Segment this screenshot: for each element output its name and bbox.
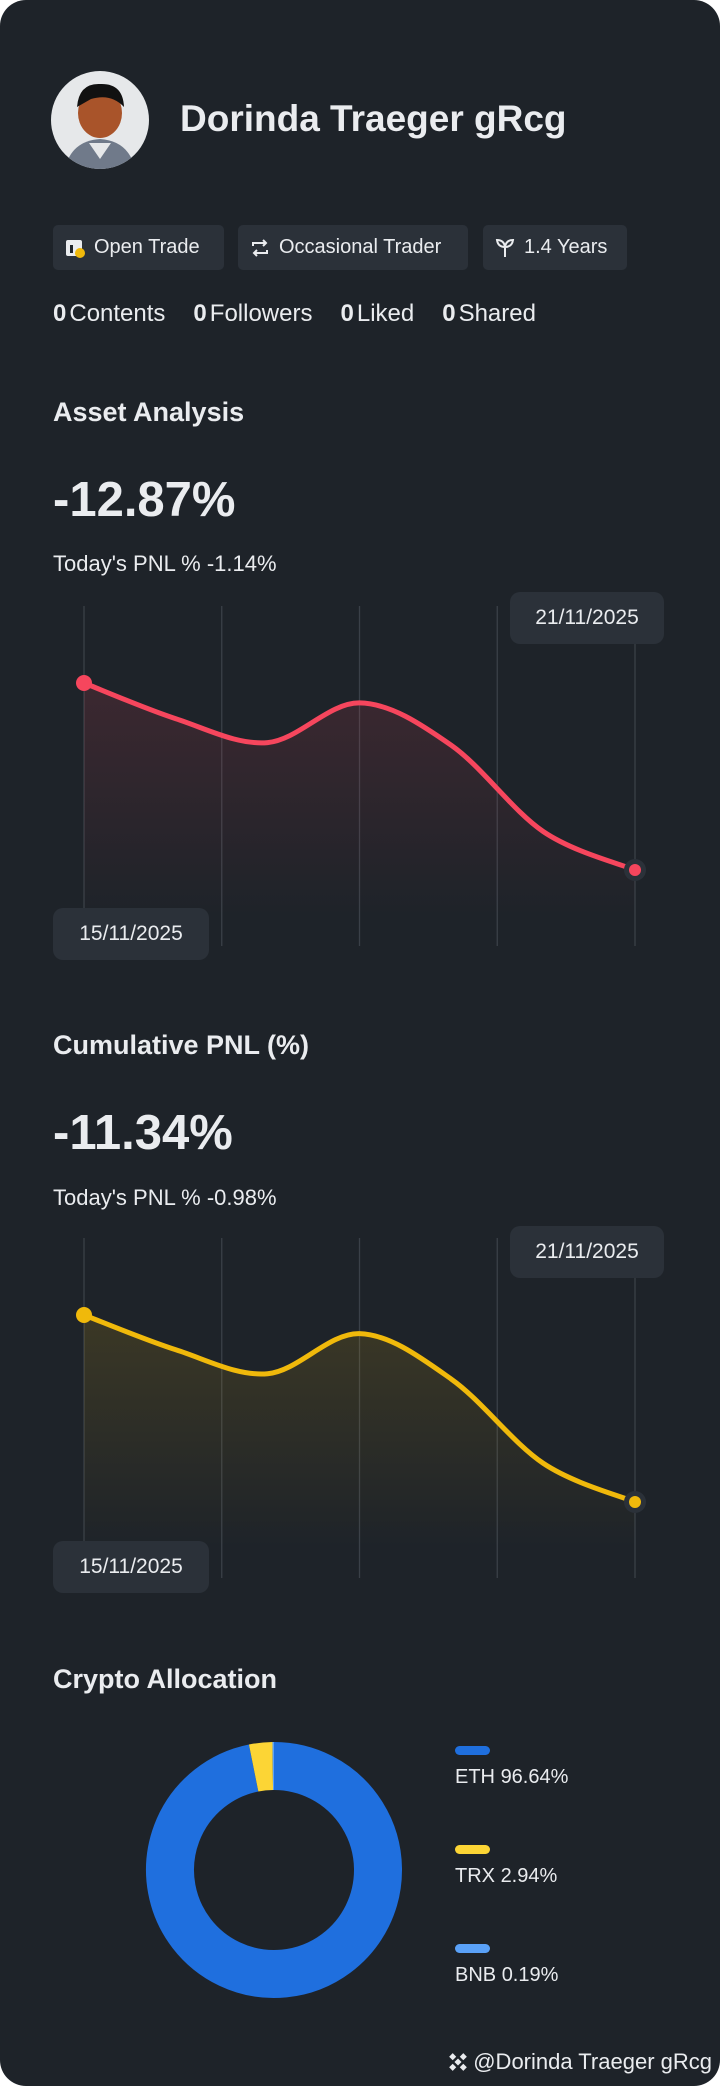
stat: 0 Contents	[53, 300, 165, 328]
donut-slice	[146, 1742, 402, 1998]
big-value: -11.34%	[53, 1106, 233, 1160]
area	[84, 1315, 635, 1548]
stat: 0 Liked	[340, 300, 414, 328]
stat: 0 Followers	[193, 300, 312, 328]
today-value: -1.14%	[206, 551, 277, 576]
legend-swatch	[455, 1944, 490, 1953]
user-name: Dorinda Traeger gRcg	[180, 98, 567, 139]
donut-slice	[248, 1742, 274, 1792]
footer-text: @Dorinda Traeger gRcg	[473, 2049, 712, 2074]
tag-icon	[495, 238, 515, 257]
legend-label: BNB	[455, 1964, 497, 1986]
legend-label: ETH	[455, 1766, 495, 1788]
area	[84, 683, 635, 916]
stats-row: 0 Contents 0 Followers 0 Liked 0 Shared	[53, 300, 536, 328]
legend-value: 0.19%	[501, 1964, 559, 1986]
tag-icon	[252, 238, 268, 257]
legend-entry: ETH 96.64%	[455, 1766, 568, 1789]
legend-swatch	[455, 1746, 490, 1755]
logo	[449, 2053, 468, 2071]
section-title: Crypto Allocation	[53, 1664, 278, 1694]
tag[interactable]: 1.4 Years	[483, 225, 627, 270]
stat-label: Contents	[69, 300, 166, 327]
legend-entry: BNB 0.19%	[455, 1964, 558, 1987]
footer: @Dorinda Traeger gRcg	[447, 2049, 712, 2075]
today-pnl: Today's PNL % -0.98%	[53, 1185, 277, 1211]
legend-value: 96.64%	[500, 1766, 569, 1788]
tag-label: Occasional Trader	[279, 236, 442, 258]
today-pnl: Today's PNL % -1.14%	[53, 551, 277, 577]
tag[interactable]: Occasional Trader	[238, 225, 468, 270]
line	[81, 1312, 638, 1505]
start-point	[76, 675, 92, 691]
today-value: -0.98%	[206, 1185, 277, 1210]
end-date: 21/11/2025	[510, 1226, 664, 1278]
start-date: 15/11/2025	[53, 908, 209, 960]
stat-count: 0	[340, 300, 354, 327]
big-value: -12.87%	[53, 473, 236, 527]
stat-label: Shared	[458, 300, 536, 327]
tag[interactable]: Open Trade	[53, 225, 224, 270]
avatar	[51, 71, 149, 169]
end-date: 21/11/2025	[510, 592, 664, 644]
start-point	[76, 1307, 92, 1323]
section-title: Cumulative PNL (%)	[53, 1030, 310, 1060]
line-chart	[76, 606, 646, 946]
end-point	[629, 1496, 641, 1508]
start-date: 15/11/2025	[53, 1541, 209, 1593]
legend-label: TRX	[455, 1865, 495, 1887]
stat-label: Liked	[356, 300, 415, 327]
legend-entry: TRX 2.94%	[455, 1865, 557, 1888]
tag-label: Open Trade	[94, 236, 200, 258]
line-chart	[76, 1238, 646, 1578]
end-point	[629, 864, 641, 876]
today-label: Today's PNL %	[53, 551, 201, 576]
line	[81, 680, 638, 873]
donut-chart	[146, 1741, 402, 1998]
stat: 0 Shared	[442, 300, 536, 328]
legend-value: 2.94%	[500, 1865, 558, 1887]
section-title: Asset Analysis	[53, 397, 245, 427]
stat-count: 0	[442, 300, 456, 327]
tag-icon	[66, 239, 85, 258]
stat-count: 0	[193, 300, 207, 327]
today-label: Today's PNL %	[53, 1185, 201, 1210]
tag-label: 1.4 Years	[524, 236, 608, 258]
legend-swatch	[455, 1845, 490, 1854]
stat-label: Followers	[209, 300, 313, 327]
stat-count: 0	[53, 300, 67, 327]
